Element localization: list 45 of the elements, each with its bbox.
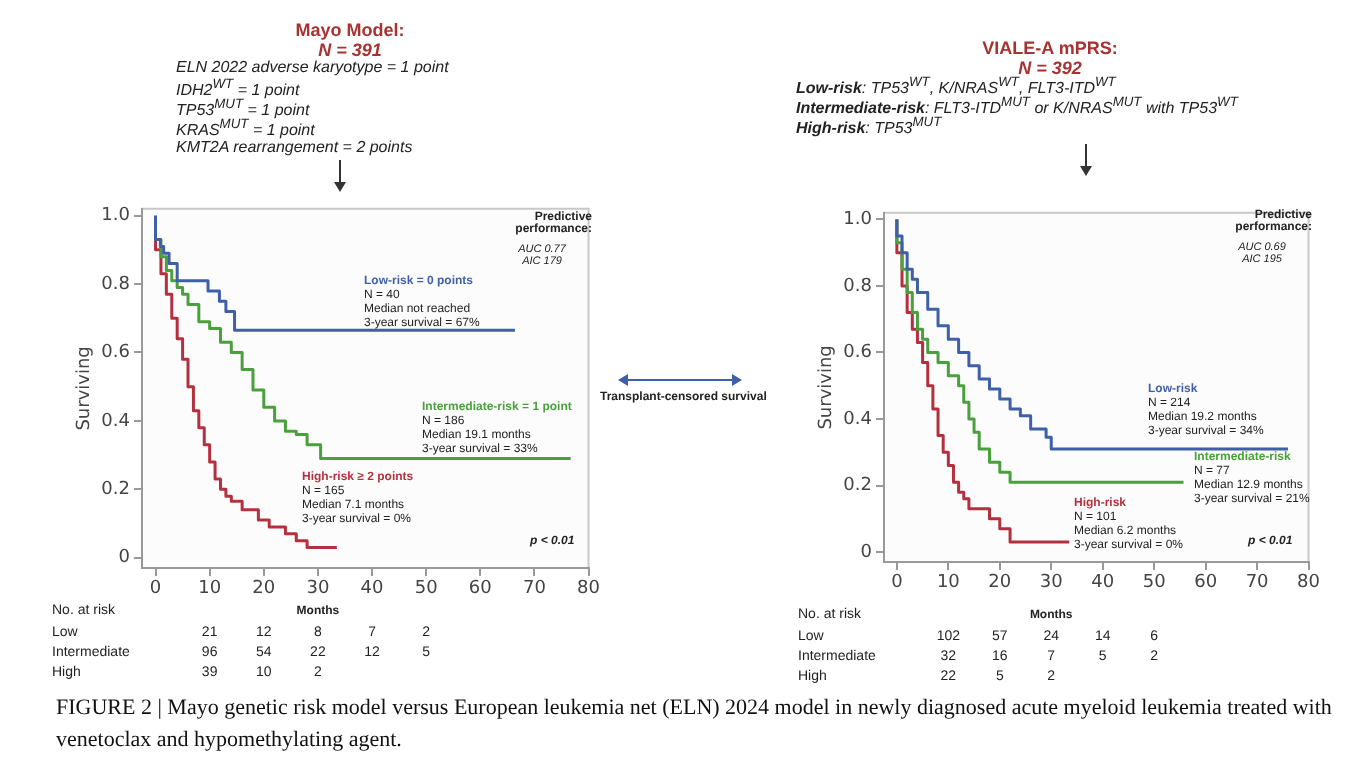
- y-tick-label: 0.6: [101, 343, 131, 364]
- y-tick-label: 0.2: [101, 480, 130, 501]
- x-tick-label: 50: [1142, 573, 1167, 594]
- x-tick-label: 40: [1091, 573, 1115, 594]
- y-tick-label: 0: [860, 542, 873, 563]
- y-tick-label: 0.4: [101, 411, 131, 432]
- text: ELN 2022 adverse karyotype = 1 point: [176, 58, 449, 76]
- y-tick-label: 1.0: [101, 206, 131, 227]
- y-tick-label: 0.4: [843, 409, 873, 430]
- chart-subtitle: N = 391: [316, 40, 384, 60]
- x-tick-label: 40: [360, 579, 385, 600]
- y-tick-label: 0.2: [843, 476, 872, 497]
- y-tick-label: 0.6: [843, 343, 873, 364]
- chart-title: VIALE-A mPRS:: [980, 38, 1120, 58]
- text: Low-risk: TP53$^{WT}$, K/NRAS$^{WT}$, FLT3-ITD$^{WT}$: [796, 76, 1116, 98]
- x-tick-label: 30: [1039, 573, 1064, 594]
- text: IDH2$^{WT}$ = 1 point: [176, 78, 300, 100]
- text: KMT2A rearrangement = 2 points: [176, 138, 413, 156]
- y-tick-label: 1.0: [843, 210, 873, 231]
- x-tick-label: 70: [522, 579, 547, 600]
- x-tick-label: 80: [577, 579, 601, 600]
- text: KRAS$^{MUT}$ = 1 point: [176, 118, 315, 140]
- x-tick-label: 70: [1245, 573, 1270, 594]
- x-tick-label: 0: [891, 573, 904, 594]
- x-tick-label: 10: [936, 573, 961, 594]
- text: TP53$^{MUT}$ = 1 point: [176, 98, 310, 120]
- y-axis-title: Surviving: [817, 345, 838, 430]
- x-tick-label: 60: [1194, 573, 1218, 594]
- y-tick-label: 0.8: [843, 276, 873, 297]
- text: Intermediate-risk: FLT3-ITD$^{MUT}$ or K/NRAS$^{MUT}$ with TP53$^{WT}$: [796, 96, 1238, 118]
- x-tick-label: 0: [149, 579, 162, 600]
- y-tick-label: 0: [118, 548, 131, 569]
- x-tick-label: 30: [306, 579, 330, 600]
- x-tick-label: 50: [414, 579, 439, 600]
- text: High-risk: TP53$^{MUT}$: [796, 116, 942, 138]
- y-tick-label: 0.8: [101, 274, 131, 295]
- y-axis-title: Surviving: [75, 346, 96, 431]
- x-tick-label: 20: [252, 579, 276, 600]
- caption: FIGURE 2 | Mayo genetic risk model versus European leukemia net (ELN) 2024 model in newly diagnosed acute myeloid leukemia treated with venetoclax and hypomethylating agent.: [56, 694, 1334, 756]
- x-tick-label: 60: [468, 579, 493, 600]
- x-tick-label: 10: [198, 579, 222, 600]
- x-tick-label: 20: [988, 573, 1012, 594]
- chart-subtitle: N = 392: [1018, 58, 1084, 78]
- chart-title: Mayo Model:: [293, 20, 407, 40]
- x-tick-label: 80: [1297, 573, 1321, 594]
